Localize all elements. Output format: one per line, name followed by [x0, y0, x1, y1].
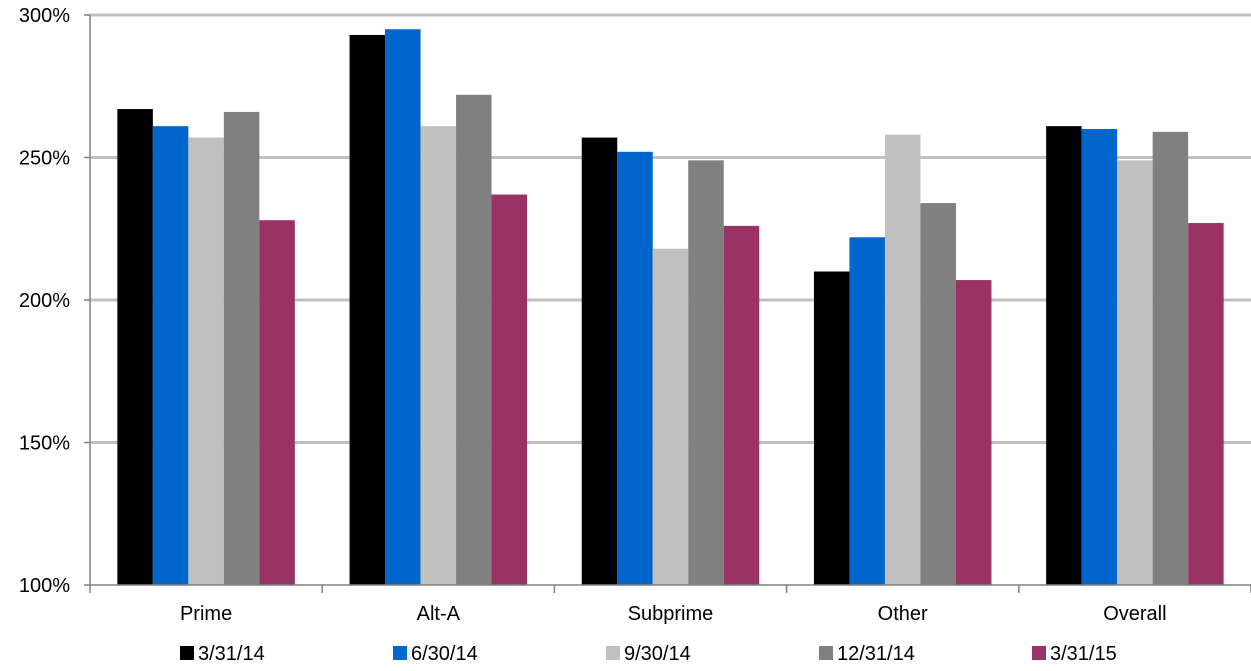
x-tick-label: Alt-A: [417, 603, 461, 625]
bar: [223, 111, 260, 586]
y-tick-label: 250%: [19, 148, 70, 170]
legend-label: 12/31/14: [837, 643, 915, 665]
legend-swatch: [606, 646, 620, 660]
y-tick-labels: 100% 150% 200% 250% 300%: [19, 5, 70, 597]
x-tick-label: Subprime: [628, 603, 714, 625]
bar: [1152, 131, 1189, 585]
bar: [652, 248, 689, 585]
bar: [688, 160, 724, 585]
bars: [117, 29, 1224, 586]
legend: 3/31/14 6/30/14 9/30/14 12/31/14 3/31/15: [180, 643, 1117, 665]
x-tick-labels: Prime Alt-A Subprime Other Overall: [180, 603, 1167, 625]
bar: [349, 34, 386, 585]
legend-item: 3/31/14: [180, 643, 265, 665]
legend-swatch: [180, 646, 194, 660]
x-tick-label: Other: [878, 603, 928, 625]
legend-label: 9/30/14: [624, 643, 691, 665]
bar: [617, 151, 653, 586]
legend-item: 3/31/15: [1032, 643, 1117, 665]
bar: [1117, 160, 1153, 585]
legend-item: 9/30/14: [606, 643, 691, 665]
legend-swatch: [1032, 646, 1046, 660]
legend-item: 6/30/14: [393, 643, 478, 665]
legend-item: 12/31/14: [819, 643, 915, 665]
bar: [117, 109, 153, 586]
axes: [84, 14, 1251, 593]
bar: [1046, 126, 1082, 586]
bar: [491, 194, 528, 586]
y-tick-label: 200%: [19, 290, 70, 312]
bar: [188, 137, 224, 586]
legend-swatch: [819, 646, 833, 660]
bar: [456, 94, 492, 586]
y-tick-label: 100%: [19, 575, 70, 597]
legend-label: 3/31/15: [1050, 643, 1117, 665]
legend-label: 3/31/14: [198, 643, 265, 665]
bar: [723, 225, 760, 585]
bar: [1188, 223, 1224, 586]
bar: [920, 203, 956, 585]
bar: [385, 29, 421, 585]
legend-swatch: [393, 646, 407, 660]
bar: [420, 126, 457, 586]
bar: [884, 134, 921, 585]
y-tick-label: 300%: [19, 5, 70, 27]
y-tick-label: 150%: [19, 433, 70, 455]
bar: [581, 137, 618, 586]
bar: [813, 271, 850, 585]
bar: [259, 220, 295, 585]
bar: [849, 237, 885, 586]
bar: [152, 126, 189, 586]
bar: [1081, 129, 1118, 585]
x-tick-label: Prime: [180, 603, 232, 625]
legend-label: 6/30/14: [411, 643, 478, 665]
bar: [955, 280, 992, 585]
x-tick-label: Overall: [1103, 603, 1166, 625]
